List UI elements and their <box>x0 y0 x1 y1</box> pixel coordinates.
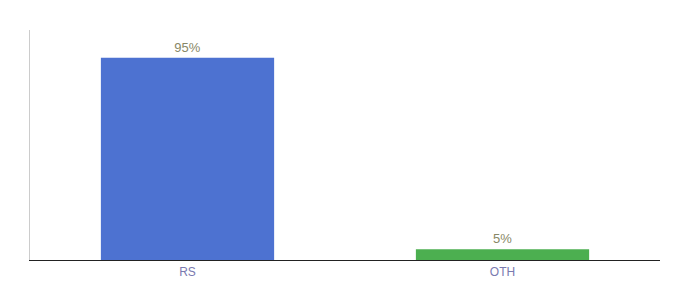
svg-text:OTH: OTH <box>490 265 515 279</box>
svg-text:95%: 95% <box>174 40 200 55</box>
svg-text:5%: 5% <box>493 231 512 246</box>
svg-text:RS: RS <box>179 265 196 279</box>
